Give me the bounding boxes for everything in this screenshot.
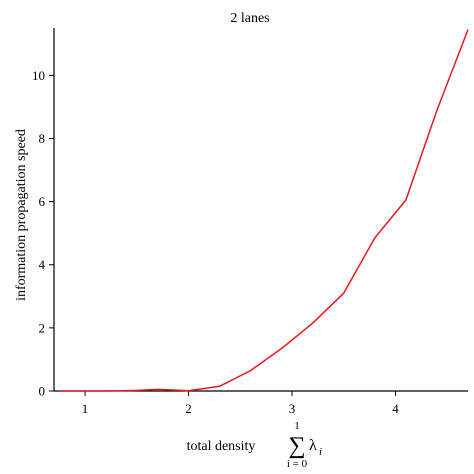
x-tick-label: 3 <box>289 401 296 416</box>
y-tick-label: 6 <box>39 194 46 209</box>
y-axis-label-group: information propagation speed <box>14 129 29 301</box>
lambda-symbol: λ <box>309 437 317 454</box>
x-tick-label: 4 <box>392 401 399 416</box>
y-axis-label: information propagation speed <box>14 129 29 301</box>
y-tick-label: 4 <box>39 257 46 272</box>
y-tick-label: 8 <box>39 131 46 146</box>
series-line-0 <box>59 29 469 392</box>
chart-title: 2 lanes <box>230 11 269 26</box>
x-axis-label: total density <box>187 439 256 454</box>
sum-lower-limit: i = 0 <box>287 458 308 470</box>
axes <box>53 28 468 392</box>
series-group <box>59 29 469 392</box>
lambda-subscript: i <box>319 446 322 458</box>
sum-upper-limit: 1 <box>294 420 300 432</box>
sum-symbol: ∑ <box>288 433 305 459</box>
x-tick-label: 2 <box>185 401 192 416</box>
y-tick-label: 2 <box>39 320 46 335</box>
x-axis-label-group: total density 1 ∑ i = 0 λ i <box>187 420 322 470</box>
y-tick-label: 0 <box>39 384 46 399</box>
ticks: 1 2 3 4 0 2 4 6 8 10 <box>32 68 399 416</box>
y-tick-label: 10 <box>32 68 45 83</box>
x-tick-label: 1 <box>82 401 89 416</box>
